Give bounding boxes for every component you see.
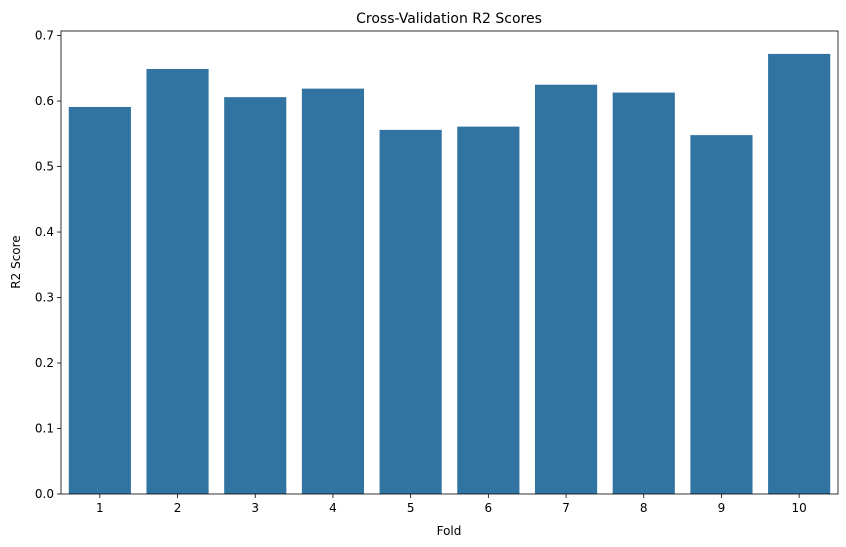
y-axis-ticks: 0.0 0.1 0.2 0.3 0.4 0.5 0.6 0.7 bbox=[35, 29, 61, 501]
y-tick-label: 0.2 bbox=[35, 356, 54, 370]
bar-fold-4 bbox=[301, 88, 365, 494]
x-tick-label: 8 bbox=[640, 501, 648, 515]
x-axis-label: Fold bbox=[437, 524, 462, 538]
y-tick-label: 0.1 bbox=[35, 422, 54, 436]
bar-fold-9 bbox=[690, 135, 753, 494]
x-tick-label: 4 bbox=[329, 501, 337, 515]
x-tick-label: 10 bbox=[792, 501, 807, 515]
bar-fold-6 bbox=[457, 126, 520, 494]
bar-fold-8 bbox=[612, 92, 675, 494]
y-tick-label: 0.3 bbox=[35, 291, 54, 305]
x-tick-label: 5 bbox=[407, 501, 415, 515]
x-tick-label: 2 bbox=[174, 501, 182, 515]
y-axis-label: R2 Score bbox=[9, 235, 23, 288]
x-tick-label: 9 bbox=[718, 501, 726, 515]
x-tick-label: 7 bbox=[562, 501, 570, 515]
x-tick-label: 3 bbox=[251, 501, 259, 515]
bar-fold-3 bbox=[224, 97, 287, 495]
y-tick-label: 0.0 bbox=[35, 487, 54, 501]
bar-fold-10 bbox=[768, 53, 831, 495]
plot-frame bbox=[60, 30, 839, 495]
bar-fold-2 bbox=[146, 68, 209, 494]
y-tick-label: 0.4 bbox=[35, 225, 54, 239]
y-tick-label: 0.7 bbox=[35, 29, 54, 43]
bar-fold-5 bbox=[379, 129, 442, 494]
x-tick-label: 6 bbox=[485, 501, 493, 515]
x-axis-ticks: 1 2 3 4 5 6 7 8 9 10 bbox=[96, 494, 807, 515]
chart-title: Cross-Validation R2 Scores bbox=[356, 11, 542, 27]
bar-fold-7 bbox=[534, 84, 598, 495]
bars-group bbox=[68, 53, 831, 495]
y-tick-label: 0.6 bbox=[35, 94, 54, 108]
y-tick-label: 0.5 bbox=[35, 160, 54, 174]
x-tick-label: 1 bbox=[96, 501, 104, 515]
bar-fold-1 bbox=[68, 106, 131, 494]
